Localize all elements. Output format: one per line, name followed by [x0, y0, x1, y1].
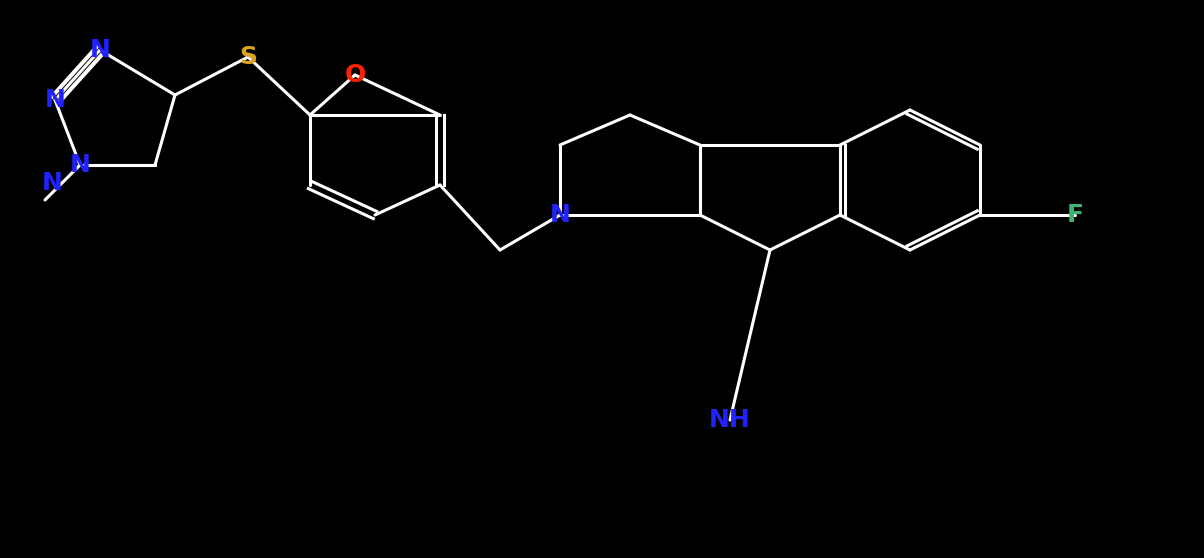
Text: N: N	[89, 38, 111, 62]
Text: N: N	[45, 88, 65, 112]
Text: NH: NH	[709, 408, 751, 432]
Text: N: N	[70, 153, 90, 177]
Text: N: N	[549, 203, 571, 227]
Text: O: O	[344, 63, 366, 87]
Text: F: F	[1067, 203, 1084, 227]
Text: N: N	[42, 171, 63, 195]
Text: S: S	[240, 45, 256, 69]
